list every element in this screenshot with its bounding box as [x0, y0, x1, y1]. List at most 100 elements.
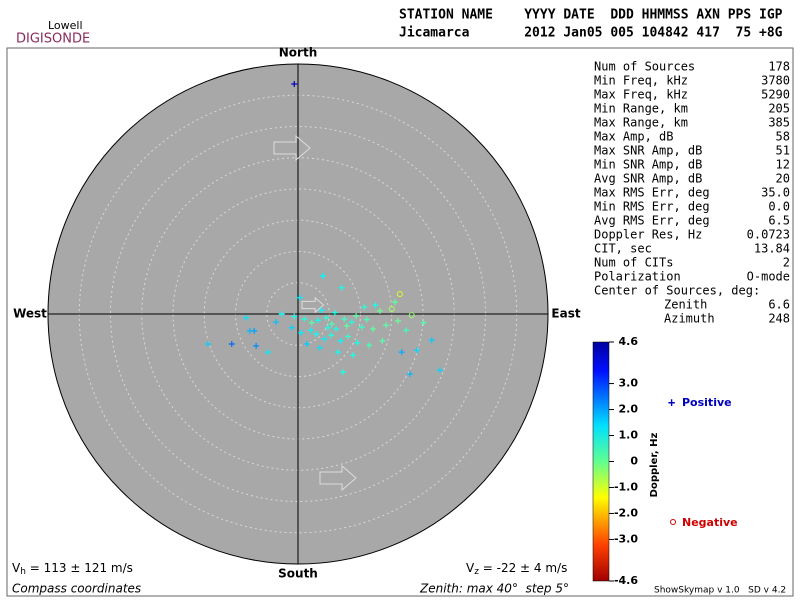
center-title: Center of Sources, deg: — [594, 284, 760, 298]
source-positive — [383, 322, 390, 329]
stat-label: Min Range, km — [594, 102, 688, 116]
source-positive — [376, 307, 383, 314]
source-positive — [403, 327, 410, 334]
stat-label: Polarization — [594, 270, 681, 284]
source-positive — [420, 319, 427, 326]
stat-value: 178 — [768, 60, 790, 74]
header-line: Jicamarca 2012 Jan05 005 104842 417 75 +… — [399, 26, 783, 41]
stat-value: 35.0 — [761, 186, 790, 200]
stat-value: 5290 — [761, 88, 790, 102]
stat-value: O-mode — [747, 270, 790, 284]
source-positive — [205, 341, 211, 347]
stat-label: Avg SNR Amp, dB — [594, 172, 702, 186]
vz-symbol: V — [466, 561, 475, 575]
logo-bottom: DIGISONDE — [16, 32, 90, 47]
legend: + Positive Negative — [668, 396, 738, 530]
source-positive — [323, 314, 330, 321]
source-positive — [335, 349, 341, 356]
polar-map — [47, 63, 549, 565]
colorbar-tick-label: -2.0 — [614, 506, 638, 519]
source-positive — [436, 367, 443, 374]
legend-label: Negative — [682, 516, 738, 529]
source-negative — [408, 312, 415, 319]
source-positive — [370, 326, 376, 332]
source-positive — [278, 311, 285, 317]
colorbar-tick-label: 2.0 — [619, 403, 639, 416]
vz-sub: z — [474, 567, 479, 577]
source-positive — [291, 81, 298, 87]
source-positive — [308, 319, 315, 326]
source-positive — [343, 322, 350, 329]
source-positive — [331, 309, 338, 316]
stat-label: Min RMS Err, deg — [594, 200, 710, 214]
source-positive — [301, 316, 308, 322]
source-positive — [313, 331, 320, 337]
source-positive — [363, 316, 370, 323]
stat-label: Min Freq, kHz — [594, 74, 688, 88]
stat-value: 51 — [776, 144, 790, 158]
source-positive — [288, 324, 295, 331]
source-positive — [353, 312, 360, 319]
stat-label: Num of Sources — [594, 60, 695, 74]
source-positive — [328, 332, 335, 339]
stat-label: Max Range, km — [594, 116, 688, 130]
source-positive — [366, 342, 373, 349]
stat-value: 3780 — [761, 74, 790, 88]
colorbar-tick-label: 1.0 — [619, 429, 639, 442]
source-positive — [318, 307, 325, 314]
direction-label: North — [279, 46, 317, 60]
source-positive — [320, 272, 326, 279]
logo: Lowell DIGISONDE — [16, 12, 90, 47]
center-value: 248 — [768, 312, 790, 326]
colorbar-tick-label: 4.6 — [619, 335, 639, 348]
stat-value: 385 — [768, 116, 790, 130]
stat-label: Avg RMS Err, deg — [594, 214, 710, 228]
source-positive — [243, 314, 250, 321]
stat-label: Max RMS Err, deg — [594, 186, 710, 200]
source-positive — [315, 317, 321, 324]
stat-label: Min SNR Amp, dB — [594, 158, 702, 172]
source-positive — [345, 333, 351, 340]
source-positive — [338, 284, 345, 291]
center-label: Azimuth — [664, 312, 715, 326]
source-positive — [379, 337, 386, 344]
source-positive — [273, 319, 280, 326]
source-positive — [340, 369, 346, 376]
stat-label: Max SNR Amp, dB — [594, 144, 702, 158]
legend-marker — [670, 519, 676, 525]
source-positive — [265, 349, 271, 356]
drift-arrow — [319, 464, 357, 492]
stat-value: 0.0723 — [747, 228, 790, 242]
frame — [6, 47, 794, 597]
source-negative — [388, 306, 395, 312]
colorbar-tick-label: -4.6 — [614, 574, 638, 587]
source-positive — [298, 329, 305, 336]
source-positive — [325, 324, 331, 331]
version: ShowSkymap v 1.0 SD v 4.2 — [654, 586, 786, 596]
source-positive — [251, 327, 258, 334]
stat-value: 58 — [776, 130, 790, 144]
vh-sub: h — [20, 567, 26, 577]
source-positive — [296, 294, 303, 301]
stat-value: 205 — [768, 102, 790, 116]
source-positive — [406, 371, 413, 377]
vh-symbol: V — [12, 561, 21, 575]
vz-text: = -22 ± 4 m/s — [479, 561, 567, 575]
drift-arrow — [273, 134, 311, 162]
center-value: 6.6 — [768, 298, 790, 312]
source-positive — [361, 304, 368, 311]
source-positive — [321, 336, 328, 342]
source-positive — [328, 321, 335, 327]
legend-marker: + — [668, 396, 675, 410]
stat-value: 2 — [783, 256, 790, 270]
direction-label: South — [278, 567, 318, 581]
direction-label: West — [13, 307, 47, 321]
colorbar — [592, 341, 610, 582]
source-positive — [348, 319, 355, 326]
stat-value: 6.5 — [768, 214, 790, 228]
logo-top: Lowell — [48, 19, 83, 32]
colorbar-tick-label: -1.0 — [614, 480, 638, 493]
source-positive — [354, 339, 361, 346]
vh: Vh = 113 ± 121 m/s — [12, 561, 133, 577]
